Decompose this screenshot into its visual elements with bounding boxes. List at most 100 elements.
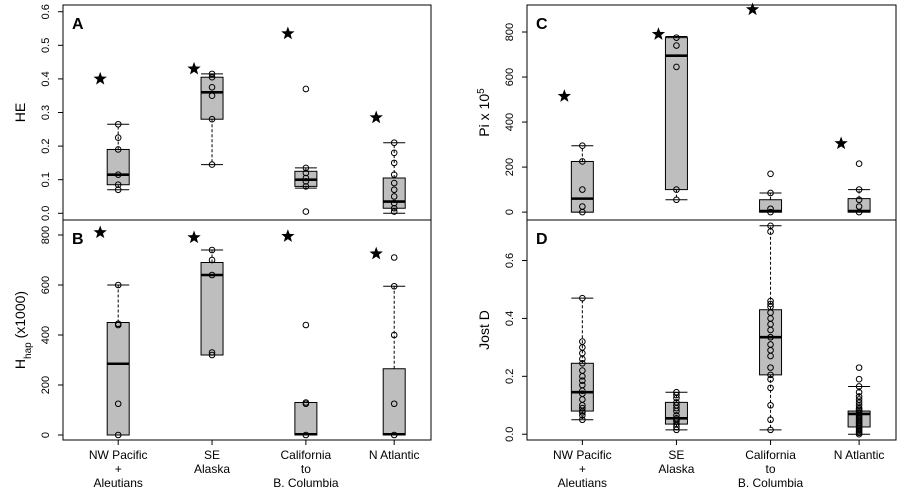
data-point bbox=[579, 367, 586, 374]
star-marker bbox=[281, 26, 295, 40]
star-marker bbox=[369, 110, 383, 124]
data-point bbox=[302, 164, 310, 172]
data-point bbox=[673, 391, 680, 399]
data-point bbox=[302, 169, 310, 177]
data-point bbox=[673, 63, 680, 71]
category-label: NW Pacific + Aleutians bbox=[553, 448, 612, 490]
data-point bbox=[673, 388, 680, 396]
data-point bbox=[302, 208, 310, 215]
data-point bbox=[767, 208, 774, 216]
y-tick-label: 0.6 bbox=[504, 253, 516, 268]
data-point bbox=[114, 320, 122, 328]
box-body bbox=[382, 177, 406, 209]
box-2 bbox=[664, 388, 688, 434]
category-label-line: SE bbox=[204, 448, 220, 462]
box-3 bbox=[281, 229, 318, 439]
data-point bbox=[208, 256, 216, 264]
panel-label: A bbox=[72, 16, 84, 33]
y-tick-label: 0.2 bbox=[40, 138, 52, 153]
y-tick-label: 0.5 bbox=[40, 38, 52, 53]
data-point bbox=[114, 146, 122, 153]
data-point bbox=[855, 364, 863, 371]
data-point bbox=[390, 204, 398, 212]
panel-label: D bbox=[536, 231, 548, 248]
y-tick-label: 0.0 bbox=[504, 427, 516, 442]
data-point bbox=[767, 384, 774, 392]
data-point bbox=[390, 431, 398, 439]
data-point bbox=[767, 189, 774, 197]
y-tick-label: 0.4 bbox=[504, 311, 516, 326]
data-point bbox=[390, 186, 398, 194]
box-1 bbox=[570, 294, 594, 424]
category-label-line: Aleutians bbox=[558, 476, 607, 490]
data-point bbox=[390, 199, 398, 207]
y-tick-label: 0.2 bbox=[504, 369, 516, 384]
data-point bbox=[855, 393, 863, 400]
panel-b: B 0 200 400 600 800 Hhap (x1000) NW Pacific + Ale… bbox=[12, 219, 432, 490]
data-point bbox=[208, 271, 216, 279]
data-point bbox=[579, 142, 586, 150]
star-marker bbox=[651, 27, 666, 40]
data-point bbox=[390, 208, 398, 215]
data-point bbox=[208, 70, 216, 78]
data-point bbox=[855, 396, 863, 403]
data-point bbox=[114, 400, 122, 408]
box-4 bbox=[369, 246, 406, 439]
category-label-line: Aleutians bbox=[94, 476, 143, 490]
category-label-line: B. Columbia bbox=[738, 476, 804, 490]
data-point bbox=[855, 160, 863, 168]
y-axis-label: Jost D bbox=[476, 310, 492, 350]
data-point bbox=[855, 186, 863, 193]
y-tick-label: 600 bbox=[40, 276, 52, 294]
category-label: SE Alaska bbox=[658, 448, 694, 476]
box-3 bbox=[745, 2, 783, 216]
data-point bbox=[579, 404, 586, 412]
data-point bbox=[114, 281, 122, 289]
data-point bbox=[673, 196, 680, 204]
star-marker bbox=[834, 136, 848, 150]
y-tick-label: 0.3 bbox=[40, 105, 52, 120]
star-marker bbox=[93, 71, 107, 85]
category-label-line: to bbox=[766, 462, 776, 476]
panel-label: C bbox=[536, 16, 548, 33]
y-axis-label-subscript: hap bbox=[23, 342, 34, 359]
data-point bbox=[767, 300, 774, 308]
data-point bbox=[390, 400, 398, 408]
box-2 bbox=[187, 230, 224, 359]
data-point bbox=[390, 254, 398, 261]
data-point bbox=[579, 294, 586, 302]
box-body bbox=[294, 402, 318, 436]
y-tick-label: 200 bbox=[504, 158, 516, 176]
star-marker bbox=[93, 225, 107, 239]
category-label-line: Alaska bbox=[194, 462, 230, 476]
data-point bbox=[390, 149, 398, 157]
data-point bbox=[767, 426, 774, 434]
y-axis-label: Pi x 105 bbox=[476, 88, 493, 137]
data-point bbox=[767, 401, 774, 409]
y-axis-label-rest: (x1000) bbox=[12, 291, 28, 342]
data-point bbox=[673, 399, 680, 406]
star-marker bbox=[745, 2, 760, 16]
data-point bbox=[767, 297, 774, 305]
data-point bbox=[302, 321, 310, 329]
category-label-line: NW Pacific bbox=[553, 448, 612, 462]
data-point bbox=[208, 115, 216, 123]
data-point bbox=[390, 179, 398, 187]
category-label-line: N Atlantic bbox=[369, 448, 420, 462]
category-label: California to B. Columbia bbox=[738, 448, 804, 490]
y-tick-label: 800 bbox=[40, 226, 52, 244]
star-marker bbox=[557, 89, 572, 102]
data-point bbox=[390, 193, 398, 200]
data-point bbox=[579, 416, 586, 424]
box-3 bbox=[281, 26, 318, 215]
data-point bbox=[208, 92, 216, 100]
star-marker bbox=[187, 61, 201, 75]
data-point bbox=[579, 338, 586, 345]
data-point bbox=[673, 34, 680, 41]
data-point bbox=[208, 84, 216, 91]
data-point bbox=[767, 170, 774, 178]
data-point bbox=[767, 205, 774, 213]
category-label: SE Alaska bbox=[194, 448, 230, 476]
data-point bbox=[579, 377, 586, 384]
y-tick-label: 0 bbox=[40, 432, 52, 438]
